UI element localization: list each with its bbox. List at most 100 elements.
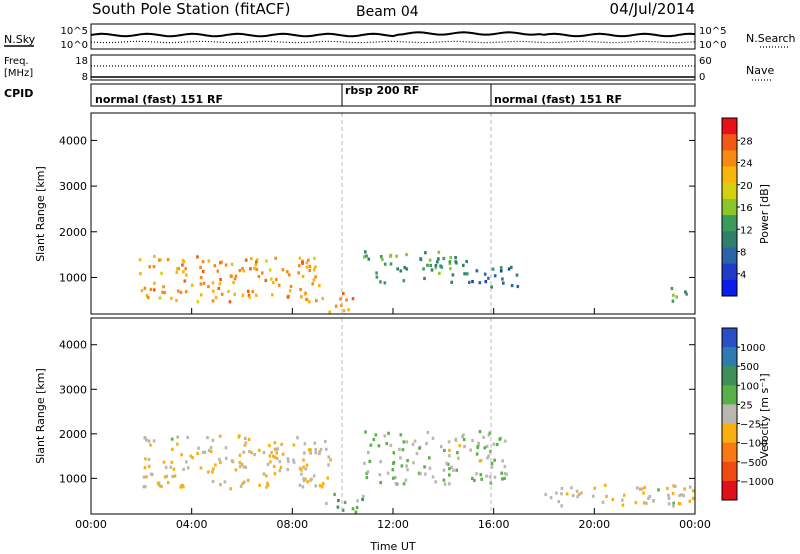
heatmap-cell [471, 476, 474, 481]
nsky-tick-bottom: 10^0 [61, 40, 88, 51]
heatmap-cell [501, 459, 504, 463]
heatmap-cell [184, 267, 187, 271]
heatmap-cell [367, 450, 370, 455]
heatmap-cell [675, 295, 678, 299]
heatmap-cell [300, 295, 303, 299]
cpid-segment-label: normal (fast) 151 RF [494, 93, 622, 106]
heatmap-cell [601, 500, 605, 504]
heatmap-cell [437, 250, 441, 254]
heatmap-cell [313, 441, 317, 445]
heatmap-cell [255, 260, 258, 264]
heatmap-cell [383, 434, 387, 438]
heatmap-cell [406, 459, 409, 463]
heatmap-cell [229, 274, 233, 278]
colorbar-swatch [722, 328, 737, 348]
heatmap-cell [479, 473, 483, 477]
heatmap-cell [218, 282, 222, 286]
heatmap-cell [304, 477, 307, 481]
colorbar-tick-label: 8 [740, 248, 746, 259]
heatmap-cell [301, 485, 305, 489]
heatmap-cell [219, 278, 222, 282]
heatmap-cell [223, 480, 227, 484]
heatmap-cell [313, 256, 316, 260]
heatmap-cell [306, 480, 309, 484]
heatmap-cell [434, 266, 438, 270]
heatmap-cell [211, 479, 215, 483]
heatmap-cell [199, 265, 202, 270]
heatmap-cell [278, 469, 282, 473]
heatmap-cell [505, 472, 508, 476]
heatmap-cell [485, 444, 489, 448]
heatmap-cell [367, 257, 371, 261]
heatmap-cell [298, 466, 302, 470]
heatmap-cell [196, 451, 199, 456]
heatmap-cell [160, 271, 163, 275]
heatmap-cell [422, 267, 425, 271]
heatmap-cell [241, 293, 245, 297]
heatmap-cell [303, 451, 306, 455]
heatmap-cell [355, 505, 359, 510]
heatmap-cell [657, 488, 660, 492]
heatmap-cell [314, 451, 318, 455]
heatmap-cell [445, 461, 448, 465]
heatmap-cell [398, 447, 401, 451]
heatmap-cell [515, 273, 519, 277]
heatmap-cell [224, 456, 228, 460]
heatmap-cell [386, 471, 390, 475]
heatmap-cell [238, 465, 242, 469]
heatmap-cell [238, 434, 241, 438]
date-title: 04/Jul/2014 [610, 0, 695, 18]
cpid-label: CPID [4, 87, 33, 100]
heatmap-cell [443, 482, 447, 486]
y-tick-label: 3000 [59, 180, 87, 193]
colorbar-swatch [722, 263, 737, 281]
heatmap-cell [640, 487, 644, 491]
heatmap-cell [426, 430, 430, 435]
heatmap-cell [448, 467, 451, 471]
heatmap-cell [446, 462, 450, 466]
heatmap-cell [251, 290, 255, 294]
heatmap-cell [418, 446, 421, 450]
heatmap-cell [297, 271, 300, 275]
heatmap-cell [434, 263, 438, 268]
heatmap-cell [503, 476, 506, 480]
heatmap-cell [377, 444, 381, 448]
heatmap-cell [234, 468, 238, 472]
colorbar-tick-label: 1000 [740, 343, 765, 354]
heatmap-cell [142, 475, 146, 479]
heatmap-cell [242, 269, 246, 273]
heatmap-cell [274, 447, 278, 451]
heatmap-cell [325, 501, 328, 506]
heatmap-cell [487, 433, 491, 437]
heatmap-cell [163, 291, 166, 295]
heatmap-cell [424, 251, 427, 255]
heatmap-cell [212, 467, 215, 471]
heatmap-cell [206, 436, 209, 440]
heatmap-cell [362, 494, 365, 498]
heatmap-cell [385, 442, 389, 446]
heatmap-cell [157, 482, 160, 486]
heatmap-cell [158, 296, 162, 300]
heatmap-cell [140, 289, 144, 293]
x-tick-label: 16:00 [478, 518, 510, 531]
heatmap-cell [672, 501, 675, 505]
heatmap-cell [305, 463, 309, 467]
heatmap-cell [423, 465, 426, 469]
heatmap-cell [246, 478, 250, 482]
heatmap-cell [209, 445, 213, 450]
heatmap-cell [478, 430, 482, 434]
power-y-label: Slant Range [km] [34, 166, 47, 262]
heatmap-cell [347, 308, 350, 312]
heatmap-cell [685, 292, 688, 296]
heatmap-cell [605, 494, 608, 498]
heatmap-cell [149, 287, 153, 291]
heatmap-cell [392, 476, 395, 480]
heatmap-cell [401, 448, 405, 452]
heatmap-cell [462, 437, 466, 442]
heatmap-cell [451, 273, 455, 277]
heatmap-cell [266, 481, 269, 485]
y-tick-label: 4000 [59, 339, 87, 352]
heatmap-cell [394, 476, 397, 480]
heatmap-cell [276, 447, 280, 451]
heatmap-cell [448, 262, 452, 266]
